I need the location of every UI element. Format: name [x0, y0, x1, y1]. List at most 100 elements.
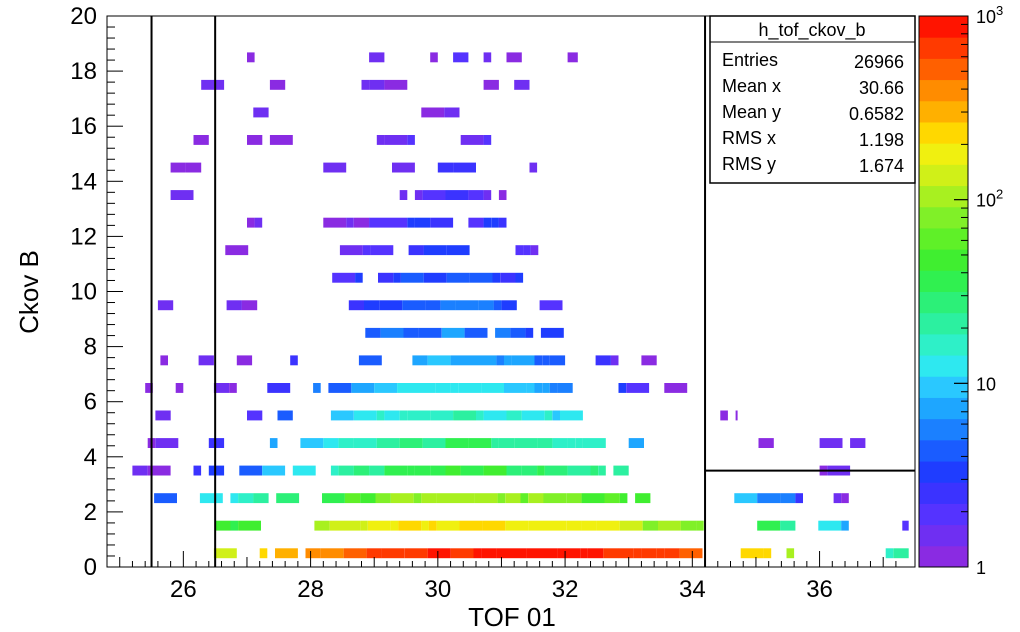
heatmap-cell	[635, 493, 651, 504]
heatmap-cell	[414, 438, 423, 448]
heatmap-cell	[375, 493, 391, 504]
heatmap-cell	[613, 465, 629, 476]
heatmap-cell	[247, 410, 263, 421]
stats-box: h_tof_ckov_b Entries 26966 Mean x 30.66 Mean…	[709, 15, 916, 184]
heatmap-cell	[430, 410, 454, 421]
heatmap-cell	[305, 548, 321, 559]
heatmap-cell	[247, 217, 255, 228]
heatmap-cell	[425, 300, 441, 311]
heatmap-cell	[154, 493, 177, 504]
heatmap-cell	[440, 300, 456, 311]
x-tick-label: 30	[424, 576, 451, 603]
heatmap-cell	[157, 300, 174, 311]
y-tick-label: 10	[70, 279, 97, 306]
y-tick-label: 8	[84, 334, 97, 361]
colorbar-segment	[919, 503, 968, 526]
colorbar-segment	[919, 37, 968, 59]
heatmap-cell	[360, 520, 368, 531]
x-tick-label: 28	[297, 576, 324, 603]
heatmap-cell	[300, 438, 324, 448]
heatmap-cell	[841, 493, 849, 504]
heatmap-cell	[241, 300, 258, 311]
heatmap-cell	[229, 383, 237, 393]
heatmap-cell	[735, 410, 738, 421]
heatmap-cell	[460, 465, 484, 476]
heatmap-cell	[399, 438, 415, 448]
heatmap-cell	[384, 410, 400, 421]
heatmap-cell	[225, 245, 249, 256]
heatmap-cell	[269, 438, 278, 448]
heatmap-cell	[445, 190, 469, 200]
heatmap-cell	[398, 520, 406, 531]
heatmap-cell	[230, 520, 238, 531]
heatmap-cell	[515, 245, 524, 256]
stats-row-value: 1.198	[859, 130, 904, 150]
y-tick-label: 4	[84, 444, 97, 471]
heatmap-cell	[567, 465, 591, 476]
heatmap-cell	[453, 410, 476, 421]
heatmap-cell	[505, 520, 529, 531]
heatmap-cell	[505, 493, 521, 504]
stats-row-label: RMS x	[722, 128, 776, 148]
x-tick-label: 26	[170, 576, 197, 603]
x-tick-label: 34	[679, 576, 706, 603]
heatmap-cell	[543, 520, 567, 531]
heatmap-cell	[557, 548, 581, 559]
heatmap-cell	[328, 383, 352, 393]
heatmap-cell	[757, 493, 781, 504]
heatmap-cell	[679, 548, 703, 559]
heatmap-cell	[641, 548, 657, 559]
colorbar-segment	[919, 355, 968, 377]
heatmap-cell	[656, 548, 665, 559]
heatmap-cell	[542, 383, 550, 393]
heatmap-cell	[833, 493, 842, 504]
heatmap-cell	[213, 548, 237, 559]
heatmap-cell	[376, 410, 385, 421]
heatmap-cell	[160, 355, 168, 366]
heatmap-cell	[381, 548, 405, 559]
heatmap-cell	[323, 162, 347, 173]
heatmap-cell	[423, 245, 447, 256]
heatmap-cell	[469, 272, 493, 283]
heatmap-cell	[534, 548, 558, 559]
heatmap-cell	[430, 465, 446, 476]
y-axis-label: Ckov B	[14, 250, 44, 334]
heatmap-cell	[238, 520, 261, 531]
heatmap-cell	[520, 493, 529, 504]
heatmap-cell	[850, 438, 866, 448]
heatmap-cell	[628, 438, 644, 448]
heatmap-cell	[680, 520, 697, 531]
heatmap-cell	[275, 548, 298, 559]
x-tick-label: 36	[806, 576, 833, 603]
heatmap-cell	[619, 493, 628, 504]
heatmap-cell	[758, 438, 774, 448]
heatmap-cell	[201, 79, 225, 90]
stats-box-frame	[709, 15, 916, 184]
heatmap-cell	[504, 548, 527, 559]
heatmap-cell	[582, 438, 606, 448]
x-axis: 26 28 30 32 34 36	[119, 551, 897, 603]
heatmap-cell	[392, 217, 408, 228]
heatmap-cell	[626, 383, 650, 393]
heatmap-cell	[338, 465, 354, 476]
heatmap-cell	[468, 190, 476, 200]
heatmap-cell	[642, 520, 658, 531]
heatmap-cell	[763, 548, 772, 559]
heatmap-cell	[445, 465, 461, 476]
heatmap-cell	[496, 548, 504, 559]
colorbar-segment	[919, 249, 968, 271]
heatmap-cell	[199, 493, 223, 504]
heatmap-cell	[552, 410, 560, 421]
colorbar-segment	[919, 58, 968, 81]
heatmap-cell	[537, 465, 545, 476]
heatmap-cell	[314, 520, 330, 531]
y-tick-label: 6	[84, 389, 97, 416]
heatmap-cell	[515, 272, 524, 283]
heatmap-cell	[365, 327, 381, 338]
stats-box-title: h_tof_ckov_b	[758, 20, 865, 41]
heatmap-cell	[446, 245, 470, 256]
heatmap-cell	[147, 465, 171, 476]
heatmap-cell	[369, 79, 385, 90]
heatmap-cell	[588, 548, 604, 559]
heatmap-cell	[384, 135, 408, 145]
